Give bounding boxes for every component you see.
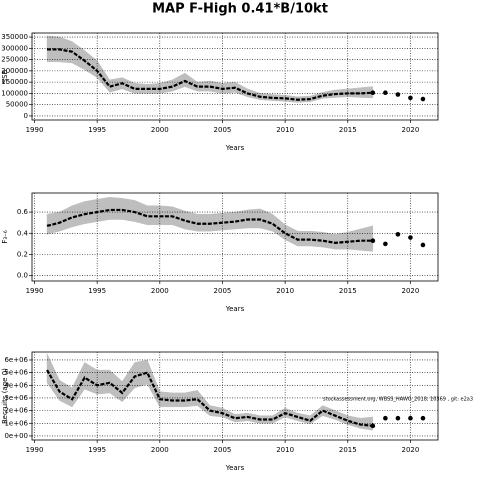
y-axis-label: F₃₋₆ xyxy=(1,230,9,244)
x-tick-label: 1990 xyxy=(26,126,44,134)
forecast-point xyxy=(408,235,413,240)
y-tick-label: 250000 xyxy=(1,56,28,64)
x-axis-label: Years xyxy=(225,144,245,152)
confidence-band xyxy=(121,361,136,403)
x-tick-label: 2010 xyxy=(276,126,294,134)
forecast-point xyxy=(395,92,401,97)
confidence-band xyxy=(360,416,374,431)
forecast-point xyxy=(395,415,401,421)
y-tick-label: 0 xyxy=(24,112,28,120)
x-tick-label: 2000 xyxy=(151,287,169,295)
estimate-line xyxy=(46,369,373,427)
forecast-point xyxy=(383,415,388,421)
x-tick-label: 2020 xyxy=(402,446,420,454)
plot-frame xyxy=(31,32,439,121)
forecast-point xyxy=(420,242,426,248)
forecast-point xyxy=(370,238,376,244)
x-tick-label: 2005 xyxy=(214,287,232,295)
x-tick-label: 2000 xyxy=(151,126,169,134)
y-tick-label: 350000 xyxy=(1,33,28,41)
x-axis-label: Years xyxy=(225,464,245,472)
x-tick-label: 2005 xyxy=(214,126,232,134)
forecast-point xyxy=(395,232,401,237)
confidence-band xyxy=(46,353,60,402)
y-tick-label: 300000 xyxy=(1,44,28,52)
x-tick-label: 2005 xyxy=(214,446,232,454)
x-tick-label: 2010 xyxy=(276,446,294,454)
x-tick-label: 1995 xyxy=(88,126,106,134)
confidence-band xyxy=(71,201,85,228)
y-tick-label: 150000 xyxy=(1,78,28,86)
plot-frame xyxy=(31,351,439,441)
confidence-band xyxy=(109,196,123,220)
x-tick-label: 2015 xyxy=(339,287,357,295)
y-tick-label: 5e+06 xyxy=(4,369,28,377)
y-tick-label: 6e+06 xyxy=(4,356,28,364)
x-tick-label: 1990 xyxy=(26,287,44,295)
y-tick-label: 0e+00 xyxy=(4,432,28,440)
confidence-band xyxy=(71,362,85,408)
y-axis-label: SSB xyxy=(1,69,9,83)
forecast-point xyxy=(408,415,413,421)
forecast-point xyxy=(370,423,376,429)
confidence-band xyxy=(197,389,211,417)
y-tick-label: 4e+06 xyxy=(4,381,28,389)
x-tick-label: 2000 xyxy=(151,446,169,454)
x-tick-label: 2020 xyxy=(402,287,420,295)
confidence-band xyxy=(96,59,110,93)
confidence-band xyxy=(134,200,148,226)
x-tick-label: 2010 xyxy=(276,287,294,295)
panel: 1990 1995 2000 2005 2010 2015 2020 0.0 0.2 0.4 0.6… xyxy=(1,192,439,313)
confidence-band xyxy=(347,228,361,251)
forecast-point xyxy=(383,90,388,96)
y-tick-label: 50000 xyxy=(6,101,28,109)
forecast-point xyxy=(383,241,388,247)
annotation: stockassessment.org, WBSS_HAWG_2018, 103… xyxy=(323,397,473,403)
confidence-band xyxy=(360,86,374,99)
y-tick-label: 100000 xyxy=(1,89,28,97)
x-tick-label: 2020 xyxy=(402,126,420,134)
y-axis-label: Recruits (age 0) xyxy=(1,368,9,424)
confidence-band xyxy=(71,41,85,71)
x-tick-label: 2015 xyxy=(339,126,357,134)
y-tick-label: 1e+06 xyxy=(4,419,28,427)
forecast-point xyxy=(408,95,413,101)
panel: 1990 1995 2000 2005 2010 2015 2020 0 50000 100000… xyxy=(1,32,439,152)
forecast-point xyxy=(420,415,426,421)
y-tick-label: 2e+06 xyxy=(4,407,28,415)
plot-frame xyxy=(31,192,439,282)
forecast-point xyxy=(420,96,426,102)
confidence-band xyxy=(109,369,123,403)
estimate-line xyxy=(46,208,373,244)
y-tick-label: 3e+06 xyxy=(4,394,28,402)
x-tick-label: 1995 xyxy=(88,446,106,454)
y-tick-label: 0.6 xyxy=(17,208,29,216)
panel: 1990 1995 2000 2005 2010 2015 2020 0e+00 1e+06 2e… xyxy=(1,351,473,472)
x-tick-label: 2015 xyxy=(339,446,357,454)
confidence-band xyxy=(84,50,98,79)
x-tick-label: 1995 xyxy=(88,287,106,295)
confidence-band xyxy=(59,379,73,408)
confidence-band xyxy=(272,213,286,241)
forecast-point xyxy=(370,90,376,96)
y-tick-label: 0.4 xyxy=(17,229,29,237)
confidence-band xyxy=(360,225,374,252)
y-tick-label: 200000 xyxy=(1,67,28,75)
y-tick-label: 0.0 xyxy=(17,272,28,280)
confidence-band xyxy=(259,208,273,232)
confidence-band xyxy=(334,231,349,250)
x-axis-label: Years xyxy=(225,305,245,313)
estimate-line xyxy=(47,48,373,101)
x-tick-label: 1990 xyxy=(26,446,44,454)
y-tick-label: 0.2 xyxy=(17,250,28,258)
figure-title: MAP F-High 0.41*B/10kt xyxy=(152,2,328,17)
